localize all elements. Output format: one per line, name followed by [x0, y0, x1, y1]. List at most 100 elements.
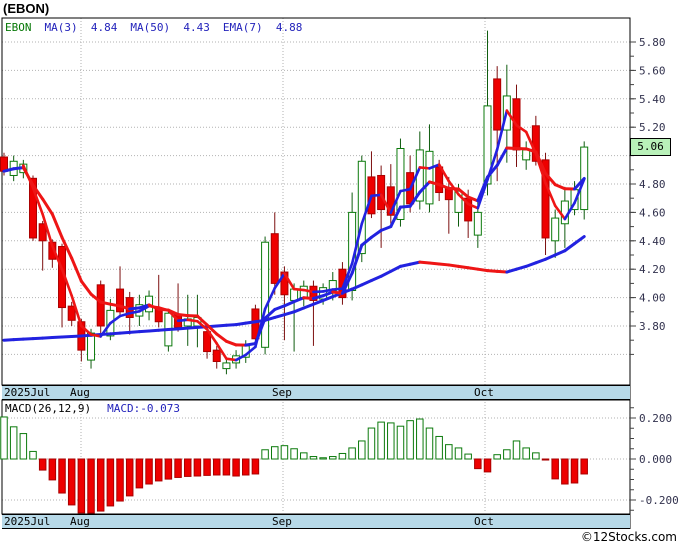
month-label-2025jul: 2025Jul — [4, 386, 51, 399]
macd-bar-positive — [348, 447, 356, 460]
legend-ma3: MA(3) 4.84 — [44, 21, 118, 34]
candle-bearish — [280, 271, 289, 296]
macd-bar-positive — [425, 427, 434, 460]
price-axis-label: 5.40 — [639, 93, 666, 106]
month-label-sep: Sep — [272, 515, 292, 528]
macd-bar-negative — [48, 458, 57, 481]
candle-bullish — [473, 211, 482, 236]
macd-bar-negative — [174, 458, 182, 478]
macd-bar-negative — [212, 458, 221, 476]
macd-bar-negative — [222, 458, 231, 476]
macd-axis-label: -0.200 — [639, 494, 679, 507]
macd-bar-positive — [387, 422, 395, 460]
macd-axis-label: 0.200 — [639, 412, 672, 425]
macd-bar-negative — [193, 458, 202, 477]
macd-bar-positive — [532, 452, 540, 460]
macd-bar-negative — [251, 458, 260, 475]
macd-bar-positive — [396, 425, 405, 460]
macd-bar-negative — [106, 458, 115, 507]
macd-bar-negative — [551, 458, 559, 480]
macd-bar-negative — [232, 458, 240, 477]
macd-xaxis-strip: 2025Jul Aug Sep Oct — [2, 514, 630, 529]
current-price-badge: 5.06 — [630, 138, 671, 157]
macd-bar-negative — [154, 458, 163, 482]
month-label-oct: Oct — [474, 386, 494, 399]
macd-bar-negative — [87, 458, 95, 514]
candle-bullish — [522, 149, 531, 161]
macd-header: MACD(26,12,9) MACD:-0.073 — [5, 402, 180, 415]
macd-bar-negative — [125, 458, 134, 497]
macd-bar-positive — [416, 418, 424, 460]
candle-bearish — [29, 177, 38, 239]
macd-bar-negative — [145, 458, 153, 485]
candle-bearish — [541, 159, 550, 239]
candle-bullish — [290, 288, 299, 301]
ma3-line — [22, 109, 586, 362]
price-axis-label: 4.60 — [639, 206, 666, 219]
macd-bar-negative — [67, 458, 76, 506]
macd-bar-positive — [445, 444, 453, 460]
macd-bar-positive — [493, 454, 501, 460]
macd-bar-positive — [280, 445, 289, 460]
macd-bar-positive — [9, 426, 18, 460]
candle-bullish — [357, 160, 366, 255]
macd-bar-negative — [541, 458, 550, 461]
watermark: ©12Stocks.com — [580, 530, 677, 544]
macd-bar-positive — [406, 420, 414, 460]
macd-bar-positive — [435, 435, 443, 460]
macd-bar-negative — [116, 458, 124, 502]
candle-bearish — [270, 233, 279, 284]
chart-legend: EBON MA(3) 4.84 MA(50) 4.43 EMA(7) 4.88 — [5, 21, 302, 34]
legend-symbol: EBON — [5, 21, 32, 34]
macd-bar-negative — [96, 458, 105, 512]
macd-bar-positive — [338, 452, 347, 460]
candle-bullish — [396, 148, 405, 220]
candle-bearish — [96, 284, 105, 327]
macd-bar-positive — [0, 416, 8, 460]
macd-bar-positive — [29, 450, 37, 460]
candle-bullish — [425, 150, 434, 205]
macd-bar-positive — [319, 457, 327, 460]
legend-ma50: MA(50) 4.43 — [130, 21, 210, 34]
price-axis-label: 4.20 — [639, 263, 666, 276]
candle-bullish — [299, 285, 308, 299]
candle-bearish — [203, 331, 212, 353]
candle-bullish — [87, 332, 96, 361]
macd-bar-positive — [464, 453, 472, 460]
macd-bar-negative — [561, 458, 569, 485]
macd-bar-negative — [570, 458, 579, 484]
macd-bar-negative — [483, 458, 492, 473]
macd-bar-negative — [242, 458, 250, 476]
macd-bar-positive — [522, 447, 530, 460]
macd-bar-positive — [329, 456, 337, 460]
macd-params-label: MACD(26,12,9) — [5, 402, 92, 415]
candle-bearish — [309, 285, 318, 301]
candle-bullish — [560, 200, 569, 225]
month-label-oct: Oct — [474, 515, 494, 528]
candle-bullish — [483, 105, 492, 185]
macd-bar-positive — [300, 452, 308, 460]
macd-axis: 0.200 0.000 -0.200 — [630, 407, 679, 511]
macd-histogram — [0, 416, 588, 514]
macd-bar-negative — [183, 458, 192, 477]
candle-bullish — [222, 362, 231, 370]
candle-bearish — [212, 349, 221, 363]
month-label-aug: Aug — [70, 515, 90, 528]
candlesticks — [0, 30, 589, 375]
macd-bar-positive — [309, 456, 318, 460]
macd-bar-positive — [261, 449, 269, 460]
candle-bearish — [38, 223, 47, 242]
candle-bearish — [386, 186, 395, 216]
macd-bar-positive — [377, 421, 385, 460]
macd-bar-negative — [58, 458, 66, 494]
candle-bullish — [261, 241, 270, 348]
ema7-line — [2, 146, 586, 347]
macd-bar-positive — [358, 440, 366, 460]
candle-bearish — [116, 288, 125, 313]
candle-bearish — [493, 78, 502, 131]
candle-bullish — [454, 190, 463, 213]
macd-bar-negative — [203, 458, 211, 476]
macd-bar-negative — [474, 458, 482, 470]
macd-bar-positive — [503, 449, 511, 460]
